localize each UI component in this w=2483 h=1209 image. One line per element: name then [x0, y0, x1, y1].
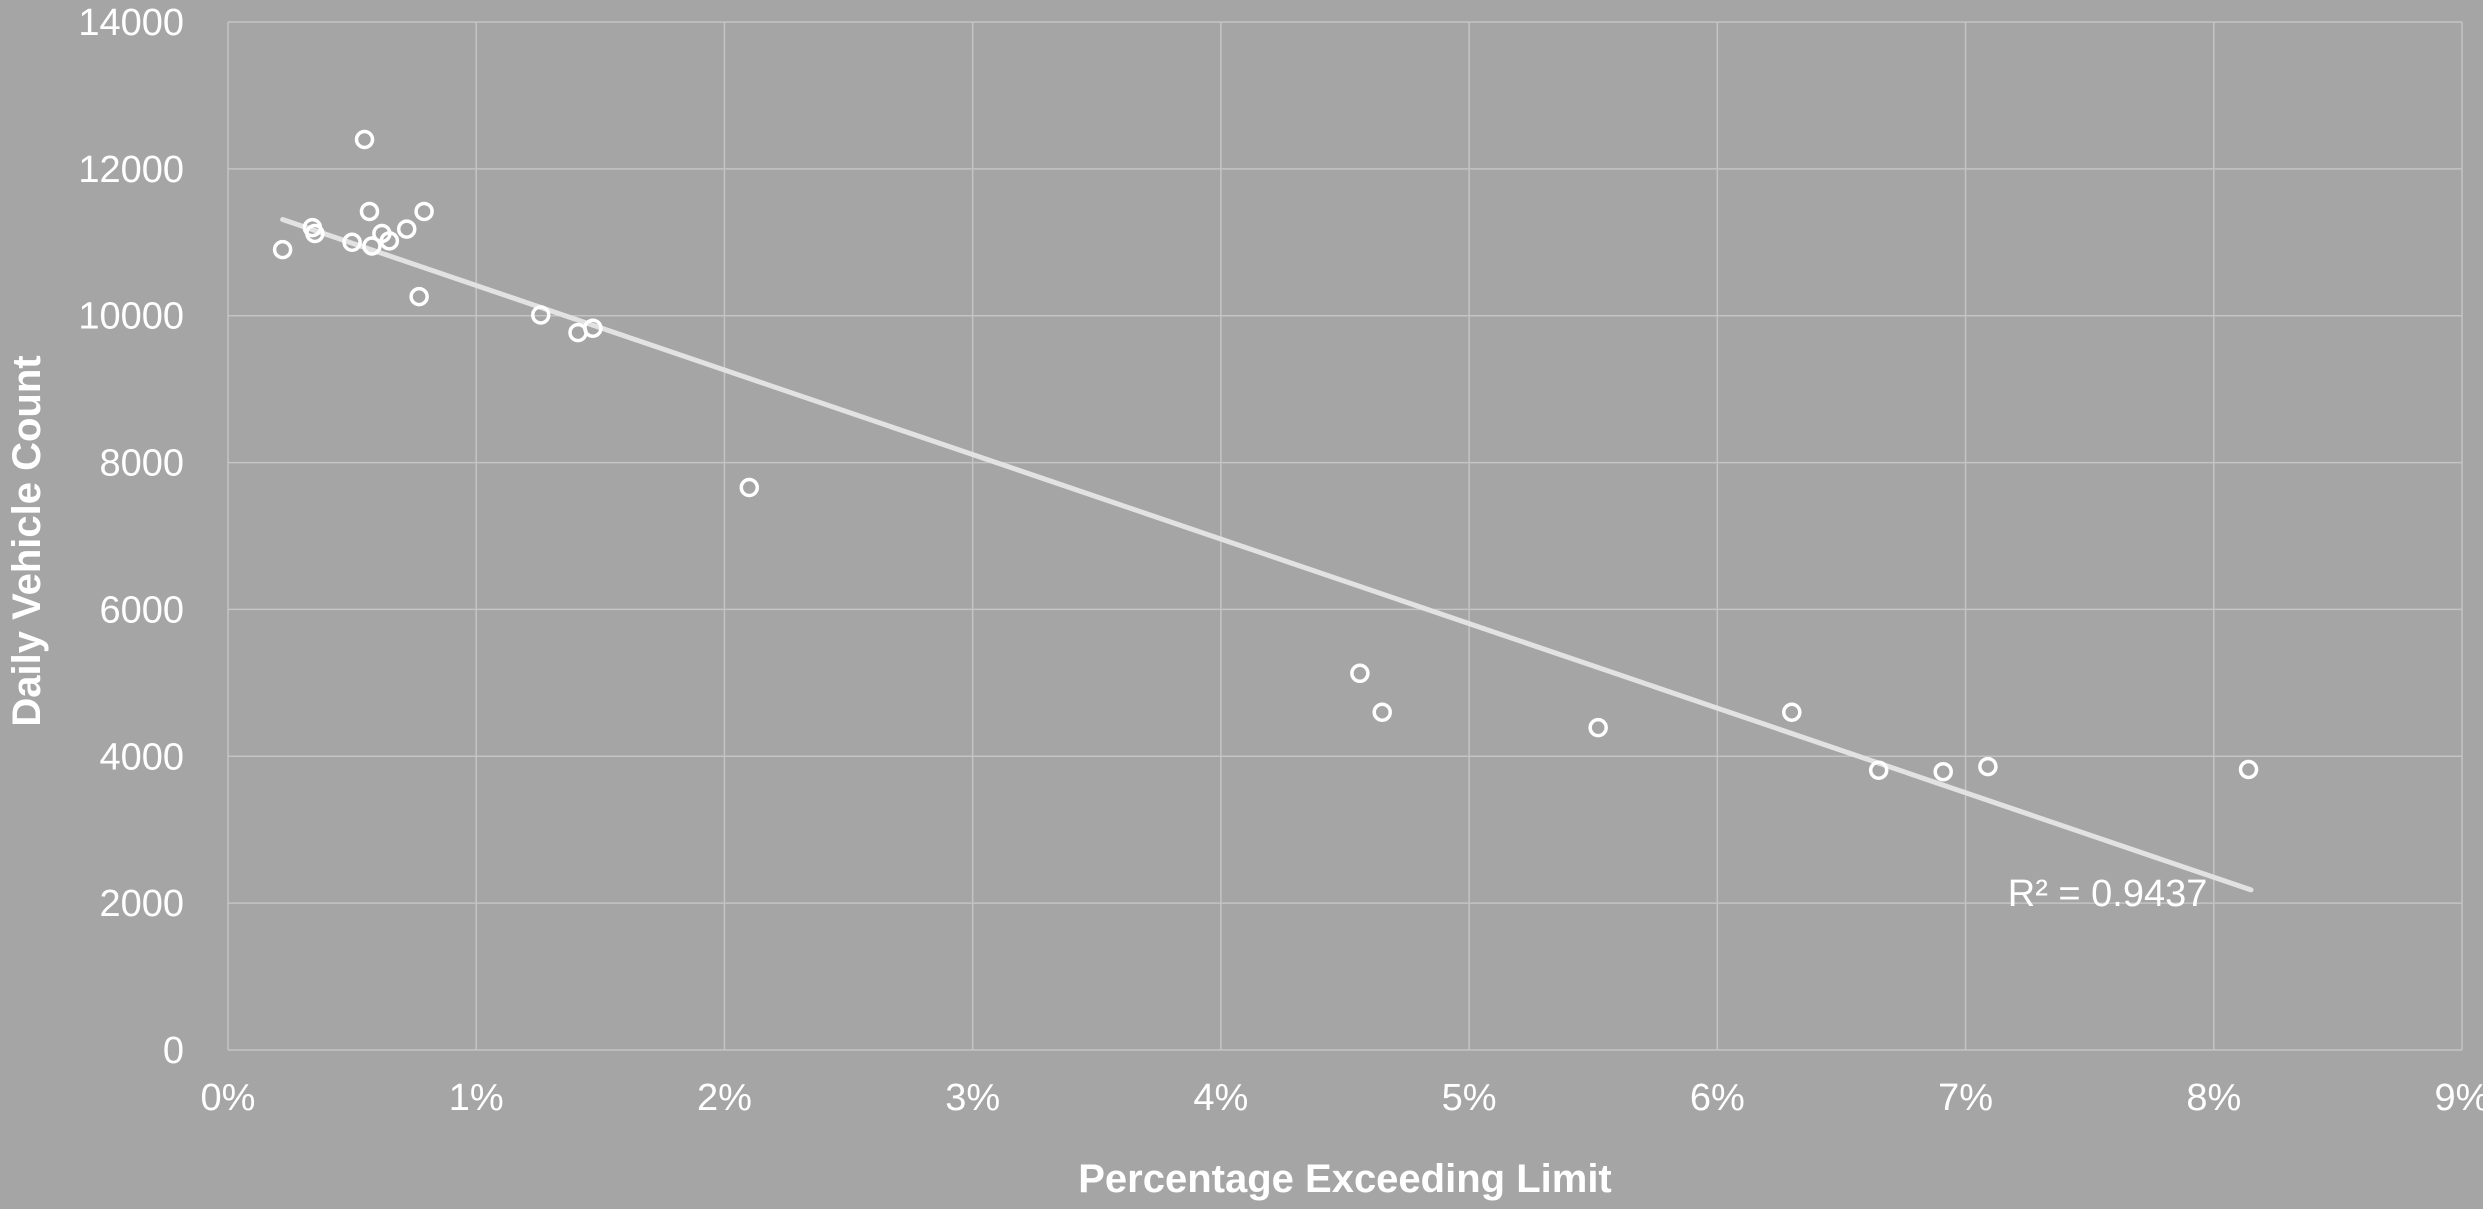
data-point [359, 201, 380, 222]
data-point [1933, 761, 1953, 782]
data-point [396, 219, 417, 239]
x-tick-label: 4% [1193, 1077, 1248, 1119]
data-point [739, 477, 760, 498]
r-squared-label: R² = 0.9437 [2008, 873, 2208, 915]
x-tick-label: 3% [945, 1077, 1000, 1119]
data-point [414, 201, 434, 222]
data-point [379, 231, 400, 251]
data-point [531, 305, 551, 325]
grid-lines [227, 21, 2463, 1051]
data-point [1588, 717, 1608, 738]
x-tick-label: 2% [697, 1077, 752, 1119]
data-point [272, 239, 293, 260]
data-point [1350, 663, 1370, 684]
data-point [409, 286, 429, 307]
data-point [1782, 702, 1802, 722]
y-tick-label: 14000 [78, 2, 184, 44]
y-tick-label: 2000 [99, 883, 184, 925]
x-axis-title: Percentage Exceeding Limit [1078, 1157, 1612, 1201]
data-point [583, 318, 603, 338]
y-tick-label: 8000 [99, 443, 184, 485]
y-axis-title: Daily Vehicle Count [5, 355, 49, 726]
x-tick-label: 8% [2186, 1077, 2241, 1119]
y-tick-label: 10000 [78, 296, 184, 338]
data-points [272, 129, 2259, 782]
annotations: R² = 0.9437 [2008, 873, 2208, 915]
data-point [305, 223, 325, 244]
data-point [1868, 760, 1889, 780]
x-tick-label: 9% [2435, 1077, 2483, 1119]
y-tick-label: 6000 [99, 589, 184, 631]
y-tick-label: 4000 [99, 736, 184, 778]
data-point [362, 236, 382, 256]
x-tick-label: 1% [449, 1077, 504, 1119]
data-point [354, 129, 375, 150]
data-point [1372, 702, 1392, 722]
data-point [2238, 759, 2259, 780]
data-point [1978, 756, 1998, 777]
y-axis-tick-labels: 0 2000 4000 6000 8000 10000 12000 14000 [78, 2, 184, 1072]
trendline [280, 217, 2254, 893]
y-tick-label: 0 [163, 1030, 184, 1072]
x-tick-label: 5% [1442, 1077, 1497, 1119]
data-point [342, 232, 362, 253]
y-tick-label: 12000 [78, 149, 184, 191]
trendline-layer [280, 217, 2254, 893]
x-tick-label: 7% [1938, 1077, 1993, 1119]
x-tick-label: 6% [1690, 1077, 1745, 1119]
x-axis-tick-labels: 0% 1% 2% 3% 4% 5% 6% 7% 8% 9% [201, 1077, 2483, 1119]
x-tick-label: 0% [201, 1077, 256, 1119]
